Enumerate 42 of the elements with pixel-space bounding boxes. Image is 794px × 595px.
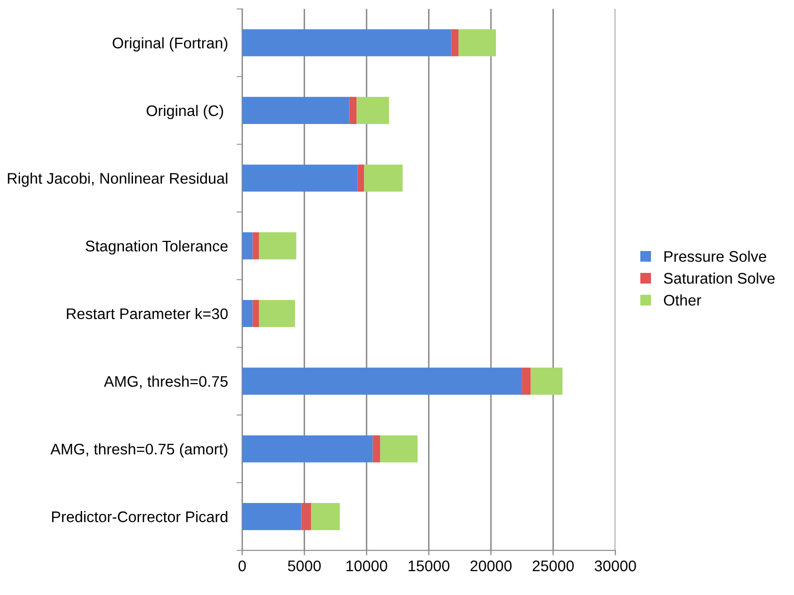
- bar: [364, 164, 403, 192]
- y-tick-label: Predictor-Corrector Picard: [52, 511, 228, 522]
- bar: [530, 368, 562, 395]
- y-tick-label: Original (C): [146, 104, 224, 120]
- bar: [242, 96, 350, 124]
- bar: [242, 435, 373, 462]
- y-tick-label: Restart Parameter k=30: [66, 308, 228, 320]
- y-tick-label: AMG, thresh=0.75: [104, 376, 228, 389]
- x-tick-label: 20000: [470, 560, 512, 572]
- x-tick-label: 0: [238, 560, 246, 572]
- bar: [522, 368, 531, 395]
- y-tick-label: Right Jacobi, Nonlinear Residual: [8, 172, 228, 187]
- bar: [242, 164, 358, 192]
- bar: [242, 232, 253, 260]
- bar: [358, 164, 364, 192]
- bar: [258, 232, 296, 260]
- bar: [252, 300, 259, 328]
- y-tick-label: AMG, thresh=0.75 (amort): [50, 443, 228, 458]
- x-tick-label: 30000: [594, 560, 636, 572]
- bar: [242, 29, 452, 56]
- legend-label: Pressure Solve: [664, 250, 766, 262]
- bar: [451, 29, 459, 56]
- bar: [258, 300, 296, 328]
- x-tick-label: 25000: [532, 560, 574, 572]
- bar: [311, 503, 340, 530]
- x-tick-label: 10000: [346, 560, 388, 572]
- bar: [242, 368, 522, 395]
- bar: [380, 435, 418, 462]
- bar: [458, 29, 496, 56]
- bar: [242, 503, 302, 530]
- bar: [252, 232, 259, 260]
- x-tick-label: 5000: [288, 560, 321, 572]
- bar: [242, 300, 253, 328]
- bar: [301, 503, 312, 530]
- bar: [356, 96, 389, 124]
- legend-label: Other: [664, 294, 702, 306]
- legend-label: Saturation Solve: [664, 272, 775, 284]
- bar: [372, 435, 380, 462]
- bar: [349, 96, 357, 124]
- x-tick-label: 15000: [408, 560, 450, 572]
- y-tick-label: Stagnation Tolerance: [86, 240, 228, 255]
- y-tick-label: Original (Fortran): [112, 37, 228, 52]
